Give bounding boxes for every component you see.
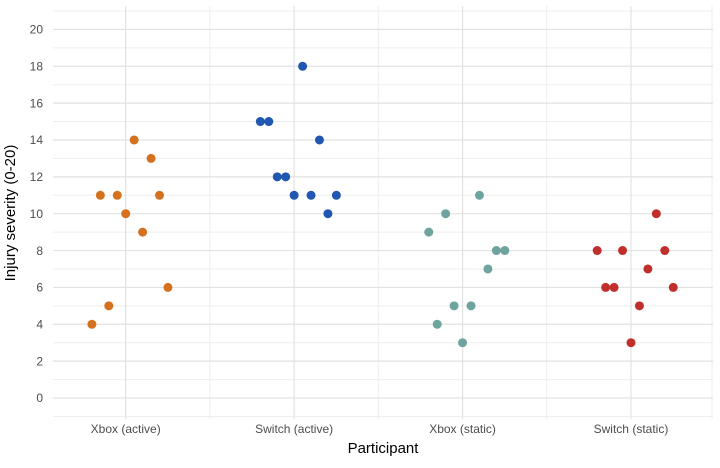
y-axis-tick-labels: 0 2 4 6 8 10 12 14 16 18 20	[30, 23, 44, 406]
data-point	[449, 301, 459, 311]
data-point	[298, 61, 308, 71]
data-point	[466, 301, 476, 311]
data-point	[651, 209, 661, 219]
y-axis-title: Injury severity (0-20)	[2, 145, 19, 282]
y-tick-label: 18	[30, 59, 44, 73]
data-point	[281, 172, 291, 182]
x-axis-tick-labels: Xbox (active) Switch (active) Xbox (static…	[91, 422, 669, 436]
data-point	[138, 227, 148, 237]
data-point	[95, 190, 105, 200]
data-point	[592, 246, 602, 256]
x-tick-label: Xbox (active)	[91, 422, 161, 436]
data-point	[491, 246, 501, 256]
y-tick-label: 20	[30, 23, 44, 37]
axis-layer: Injury severity (0-20) Participant 0 2 4 6 8…	[2, 23, 668, 457]
data-point	[289, 190, 299, 200]
data-point	[306, 190, 316, 200]
data-point	[112, 190, 122, 200]
y-tick-label: 2	[36, 354, 43, 368]
data-point	[668, 282, 678, 292]
x-tick-label: Switch (static)	[594, 422, 669, 436]
x-tick-label: Switch (active)	[255, 422, 333, 436]
data-point	[441, 209, 451, 219]
grid-layer	[53, 6, 713, 419]
data-point	[660, 246, 670, 256]
data-point	[87, 319, 97, 329]
y-tick-label: 6	[36, 281, 43, 295]
data-point	[500, 246, 510, 256]
data-point	[609, 282, 619, 292]
data-point	[432, 319, 442, 329]
data-point	[458, 338, 468, 348]
y-tick-label: 12	[30, 170, 44, 184]
data-point	[424, 227, 434, 237]
data-point	[331, 190, 341, 200]
data-point	[483, 264, 493, 274]
y-tick-label: 14	[30, 133, 44, 147]
data-point	[634, 301, 644, 311]
y-tick-label: 4	[36, 317, 43, 331]
y-tick-label: 8	[36, 244, 43, 258]
data-point	[643, 264, 653, 274]
data-point	[474, 190, 484, 200]
data-point	[163, 282, 173, 292]
y-tick-label: 16	[30, 96, 44, 110]
data-point	[272, 172, 282, 182]
y-tick-label: 0	[36, 391, 43, 405]
data-point	[146, 153, 156, 163]
data-point	[323, 209, 333, 219]
data-point	[314, 135, 324, 145]
data-point	[601, 282, 611, 292]
data-point	[104, 301, 114, 311]
data-point	[121, 209, 131, 219]
x-tick-label: Xbox (static)	[429, 422, 496, 436]
data-point	[264, 117, 274, 127]
data-point	[255, 117, 265, 127]
data-point	[129, 135, 139, 145]
data-point	[155, 190, 164, 200]
data-points-layer	[87, 61, 678, 348]
y-tick-label: 10	[30, 207, 44, 221]
data-point	[626, 338, 636, 348]
data-point	[618, 246, 628, 256]
x-axis-title: Participant	[348, 440, 420, 457]
